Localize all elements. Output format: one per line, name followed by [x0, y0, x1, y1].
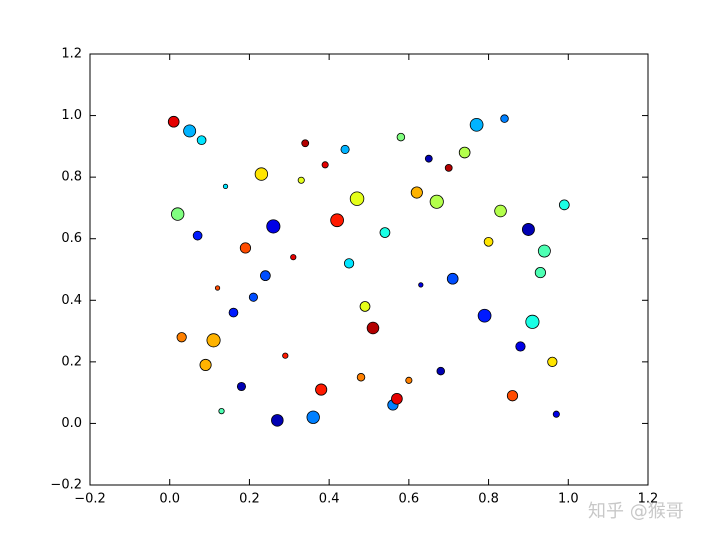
- x-tick-label: 1.2: [638, 492, 659, 507]
- point: [366, 321, 380, 335]
- point: [436, 366, 445, 376]
- point: [379, 227, 391, 238]
- point: [506, 390, 519, 402]
- point: [500, 114, 509, 123]
- point: [446, 272, 459, 285]
- x-tick-label: 1.0: [558, 492, 579, 507]
- point: [183, 124, 197, 138]
- point: [458, 146, 471, 159]
- point: [176, 332, 187, 343]
- point: [290, 254, 297, 261]
- x-tick-label: 0.2: [239, 492, 260, 507]
- point: [228, 307, 239, 318]
- point: [236, 381, 246, 392]
- point: [521, 223, 535, 236]
- point: [222, 183, 229, 189]
- y-tick-label: −0.2: [50, 478, 82, 493]
- point: [271, 414, 284, 427]
- point: [396, 132, 406, 142]
- point: [321, 161, 329, 169]
- y-tick-label: 0.8: [61, 170, 82, 185]
- point: [525, 314, 540, 329]
- point: [192, 230, 203, 241]
- point: [167, 115, 180, 128]
- point: [315, 383, 328, 396]
- point: [515, 341, 526, 352]
- point: [405, 376, 413, 384]
- point: [206, 333, 221, 348]
- point: [196, 135, 207, 146]
- point: [424, 154, 433, 163]
- y-tick-label: 0.6: [61, 231, 82, 246]
- point: [171, 207, 185, 221]
- point: [534, 266, 546, 279]
- points: [167, 114, 570, 427]
- point: [266, 219, 281, 234]
- point: [547, 356, 558, 367]
- axes-frame: [89, 53, 649, 486]
- point: [343, 258, 355, 269]
- y-tick-label: 0.2: [61, 354, 82, 369]
- point: [444, 164, 453, 172]
- watermark: 知乎 @猴哥: [588, 501, 684, 522]
- point: [218, 408, 225, 415]
- point: [418, 282, 424, 288]
- point: [391, 392, 403, 405]
- point: [306, 410, 320, 424]
- x-tick-label: 0.0: [159, 492, 180, 507]
- x-tick-label: −0.2: [74, 492, 106, 507]
- point: [477, 308, 492, 323]
- x-tick-label: 0.6: [399, 492, 420, 507]
- point: [429, 194, 444, 209]
- x-tick-label: 0.8: [478, 492, 499, 507]
- point: [260, 270, 271, 282]
- point: [297, 176, 305, 184]
- point: [552, 410, 560, 418]
- point: [214, 285, 221, 291]
- y-tick-label: 0.4: [61, 293, 82, 308]
- point: [359, 301, 371, 312]
- point: [239, 242, 252, 254]
- y-tick-label: 0.0: [61, 416, 82, 431]
- point: [301, 139, 310, 148]
- point: [199, 358, 212, 371]
- point: [282, 352, 289, 359]
- point: [537, 244, 551, 258]
- point: [494, 204, 507, 218]
- point: [248, 292, 258, 302]
- point: [410, 186, 423, 199]
- point: [254, 167, 269, 181]
- point: [356, 373, 366, 382]
- point: [330, 213, 344, 228]
- y-tick-label: 1.0: [61, 108, 82, 123]
- point: [340, 144, 350, 154]
- point: [558, 199, 570, 211]
- point: [469, 117, 484, 132]
- x-tick-label: 0.4: [319, 492, 340, 507]
- point: [349, 191, 365, 206]
- y-tick-label: 1.2: [61, 47, 82, 62]
- point: [483, 236, 494, 247]
